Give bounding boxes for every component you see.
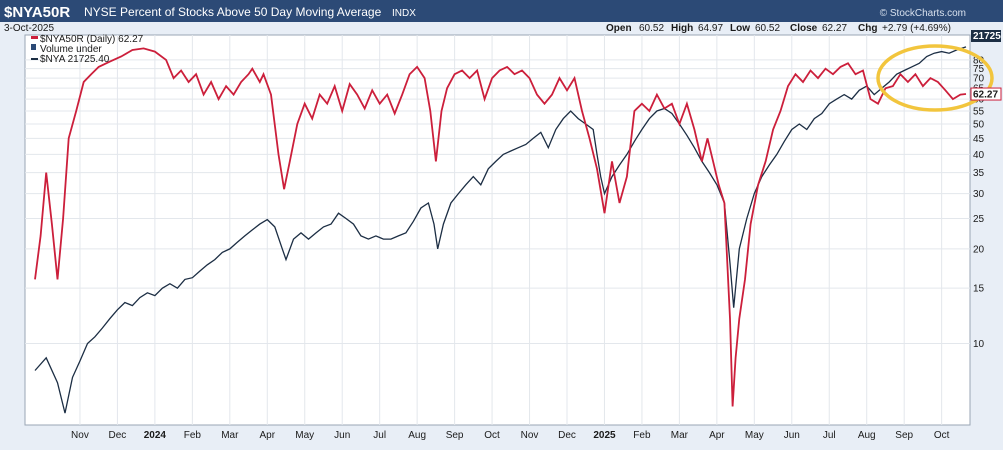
x-tick-label: Dec bbox=[558, 430, 576, 441]
price-tag-nya: 21725 bbox=[971, 30, 1001, 42]
y-tick-label: 40 bbox=[973, 150, 985, 161]
open-label: Open bbox=[606, 23, 632, 34]
price-tag-nya50r-bg bbox=[970, 87, 1002, 101]
legend-volume: Volume under bbox=[40, 44, 102, 55]
x-axis-ticks: Nov Dec 2024 Feb Mar Apr May Jun Jul Aug Sep Oct Nov… bbox=[71, 430, 950, 441]
price-tag-nya-value: 21725 bbox=[973, 31, 1001, 42]
price-tag-nya-bg bbox=[971, 30, 1001, 42]
watermark: © StockCharts.com bbox=[880, 8, 966, 19]
y-tick-label: 15 bbox=[973, 284, 985, 295]
x-tick-label: Feb bbox=[633, 430, 651, 441]
chart-description: NYSE Percent of Stocks Above 50 Day Movi… bbox=[84, 5, 382, 19]
x-tick-label: Aug bbox=[858, 430, 876, 441]
y-tick-label: 30 bbox=[973, 189, 985, 200]
series-line-nya50r bbox=[34, 47, 967, 407]
legend-nya50r: $NYA50R (Daily) 62.27 bbox=[40, 34, 144, 45]
close-value: 62.27 bbox=[822, 23, 847, 34]
y-tick-label: 20 bbox=[973, 244, 985, 255]
x-tick-label: Jun bbox=[784, 430, 800, 441]
highlight-ellipse bbox=[876, 44, 994, 112]
x-tick-label: Jul bbox=[373, 430, 386, 441]
x-tick-label: Sep bbox=[446, 430, 464, 441]
y-tick-label: 10 bbox=[973, 339, 985, 350]
exchange-label: INDX bbox=[392, 8, 416, 19]
price-tag-nya50r-value: 62.27 bbox=[973, 90, 998, 101]
x-tick-label: Aug bbox=[408, 430, 426, 441]
x-tick-label: May bbox=[745, 430, 764, 441]
legend-swatch-nya50r bbox=[31, 36, 38, 39]
plot-area bbox=[24, 34, 971, 426]
low-label: Low bbox=[730, 23, 750, 34]
x-tick-label: Nov bbox=[521, 430, 539, 441]
y-tick-label: 25 bbox=[973, 214, 985, 225]
x-tick-label: Sep bbox=[895, 430, 913, 441]
y-tick-label: 50 bbox=[973, 119, 985, 130]
chart-date: 3-Oct-2025 bbox=[4, 23, 54, 34]
x-tick-label: Apr bbox=[260, 430, 276, 441]
y-tick-label: 70 bbox=[973, 74, 985, 85]
x-tick-label: Nov bbox=[71, 430, 89, 441]
price-tag-nya50r: 62.27 bbox=[970, 87, 1002, 101]
x-tick-label: Apr bbox=[709, 430, 725, 441]
y-tick-label: 55 bbox=[973, 106, 985, 117]
x-tick-label: Jul bbox=[823, 430, 836, 441]
open-value: 60.52 bbox=[639, 23, 664, 34]
chg-value: +2.79 (+4.69%) bbox=[882, 23, 951, 34]
x-tick-label: 2025 bbox=[593, 430, 616, 441]
x-tick-label: Oct bbox=[934, 430, 950, 441]
x-tick-label: Feb bbox=[184, 430, 202, 441]
x-tick-label: May bbox=[295, 430, 314, 441]
y-tick-label: 80 bbox=[973, 55, 985, 66]
y-tick-label: 35 bbox=[973, 168, 985, 179]
x-tick-label: Mar bbox=[221, 430, 239, 441]
y-tick-label: 75 bbox=[973, 64, 985, 75]
symbol-title: $NYA50R bbox=[4, 4, 70, 21]
x-tick-label: Dec bbox=[109, 430, 127, 441]
series-line-nya bbox=[34, 46, 967, 414]
high-value: 64.97 bbox=[698, 23, 723, 34]
close-label: Close bbox=[790, 23, 818, 34]
header-bar bbox=[0, 0, 1003, 22]
high-label: High bbox=[671, 23, 693, 34]
legend-volume-icon bbox=[31, 44, 36, 50]
x-tick-label: Mar bbox=[671, 430, 689, 441]
chg-label: Chg bbox=[858, 23, 877, 34]
legend-swatch-nya bbox=[31, 58, 38, 60]
x-tick-label: Jun bbox=[334, 430, 350, 441]
x-tick-label: Oct bbox=[484, 430, 500, 441]
y-tick-label: 45 bbox=[973, 134, 985, 145]
x-tick-label: 2024 bbox=[144, 430, 167, 441]
grid-lines bbox=[25, 35, 970, 425]
low-value: 60.52 bbox=[755, 23, 780, 34]
legend-nya: $NYA 21725.40 bbox=[40, 54, 110, 65]
legend: $NYA50R (Daily) 62.27 Volume under $NYA … bbox=[31, 34, 144, 65]
quote-line: Open 60.52 High 64.97 Low 60.52 Close 62… bbox=[606, 23, 951, 34]
